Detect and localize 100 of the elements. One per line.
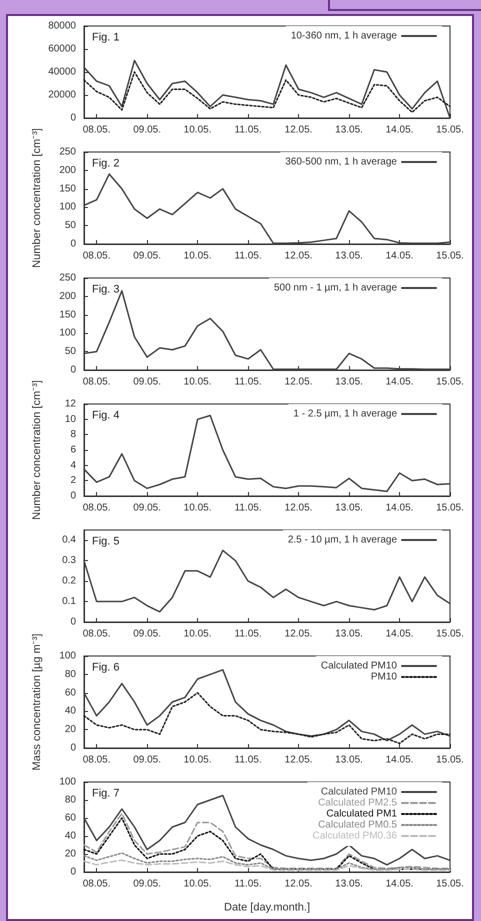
- x-tick-label: 08.05.: [82, 628, 111, 640]
- x-tick-label: 10.05.: [184, 250, 212, 262]
- x-tick-label: 08.05.: [82, 250, 111, 262]
- x-tick-label: 11.05.: [234, 376, 262, 388]
- x-tick-label: 09.05.: [133, 628, 162, 640]
- x-tick-label: 15.05.: [436, 878, 464, 890]
- x-tick-label: 13.05.: [335, 502, 363, 514]
- y-axis-title: Number concentration [cm⁻³]: [30, 128, 43, 268]
- x-tick-label: 11.05.: [234, 754, 262, 766]
- y-tick-label: 0: [70, 742, 76, 754]
- legend-label: Calculated PM10: [320, 786, 398, 798]
- text: Fig. 5: [92, 536, 120, 548]
- y-tick-label: 4: [70, 460, 76, 471]
- y-tick-label: 20: [64, 724, 76, 736]
- y-tick-label: 8: [70, 429, 76, 440]
- x-tick-label: 15.05.: [436, 502, 464, 514]
- legend-label: 500 nm - 1 µm, 1 h average: [274, 282, 398, 294]
- text: Fig. 4: [92, 410, 120, 422]
- y-tick-label: 40: [64, 706, 76, 717]
- x-tick-label: 08.05.: [82, 878, 111, 890]
- x-tick-label: 15.05.: [436, 124, 464, 136]
- chart-title: Fig. 1: [92, 32, 120, 44]
- y-tick-label: 200: [59, 290, 76, 302]
- x-tick-label: 10.05.: [184, 878, 212, 890]
- x-tick-label: 15.05.: [436, 376, 464, 388]
- y-tick-label: 0: [70, 238, 76, 250]
- x-tick-label: 13.05.: [335, 376, 363, 388]
- x-tick-label: 09.05.: [133, 124, 162, 136]
- legend-label: Calculated PM1: [326, 808, 398, 820]
- x-tick-label: 12.05.: [284, 878, 312, 890]
- x-tick-label: 13.05.: [335, 124, 363, 136]
- y-tick-label: 250: [59, 272, 76, 284]
- x-tick-label: 09.05.: [133, 754, 162, 766]
- y-tick-label: 40: [64, 830, 76, 842]
- legend-label: Calculated PM2.5: [318, 798, 398, 808]
- x-tick-label: 09.05.: [133, 502, 162, 514]
- x-tick-label: 10.05.: [184, 502, 212, 514]
- y-tick-label: 0.1: [62, 596, 76, 608]
- x-tick-label: 11.05.: [234, 878, 262, 890]
- text: Fig. 3: [92, 284, 120, 296]
- y-tick-label: 150: [59, 183, 76, 194]
- y-tick-label: 12: [64, 398, 76, 410]
- x-tick-label: 12.05.: [284, 250, 312, 262]
- y-tick-label: 80: [64, 794, 76, 806]
- text: Fig. 2: [92, 158, 120, 170]
- x-tick-label: 11.05.: [234, 250, 262, 262]
- y-tick-label: 50: [64, 220, 76, 232]
- x-tick-label: 11.05.: [234, 124, 262, 136]
- x-tick-label: 12.05.: [284, 502, 312, 514]
- y-tick-label: 6: [70, 444, 76, 456]
- line-series: [83, 550, 451, 613]
- y-tick-label: 40000: [48, 66, 76, 78]
- legend-label: 1 - 2.5 µm, 1 h average: [293, 408, 398, 420]
- x-tick-label: 13.05.: [335, 628, 363, 640]
- x-tick-label: 14.05.: [386, 502, 414, 514]
- x-tick-label: 11.05.: [234, 628, 262, 640]
- y-axis-title: Mass concentration [µg m⁻³]: [30, 634, 43, 770]
- legend-label: 360-500 nm, 1 h average: [285, 156, 398, 168]
- x-tick-label: 08.05.: [82, 124, 111, 136]
- y-tick-label: 200: [59, 164, 76, 176]
- x-tick-label: 12.05.: [284, 124, 312, 136]
- x-tick-label: 08.05.: [82, 754, 111, 766]
- x-tick-label: 10.05.: [184, 754, 212, 766]
- y-tick-label: 0: [70, 490, 76, 502]
- x-tick-label: 14.05.: [386, 628, 414, 640]
- x-tick-label: 15.05.: [436, 628, 464, 640]
- x-tick-label: 09.05.: [133, 878, 162, 890]
- y-tick-label: 0: [70, 866, 76, 878]
- x-tick-label: 10.05.: [184, 628, 212, 640]
- y-tick-label: 10: [64, 414, 76, 425]
- x-tick-label: 14.05.: [386, 124, 414, 136]
- x-tick-label: 08.05.: [82, 502, 111, 514]
- text: Fig. 6: [92, 662, 120, 674]
- y-tick-label: 100: [59, 328, 76, 339]
- x-tick-label: 12.05.: [284, 628, 312, 640]
- chart-title: Fig. 7: [92, 788, 120, 800]
- y-tick-label: 60000: [48, 44, 76, 54]
- x-tick-label: 08.05.: [82, 376, 111, 388]
- y-tick-label: 80000: [48, 20, 76, 32]
- x-tick-label: 13.05.: [335, 754, 363, 766]
- x-tick-label: 10.05.: [184, 124, 212, 136]
- y-tick-label: 100: [59, 650, 76, 662]
- y-tick-label: 150: [59, 309, 76, 320]
- x-axis-title: Date [day.month.]: [224, 902, 310, 914]
- legend-label: Calculated PM0.36: [312, 830, 398, 842]
- x-tick-label: 13.05.: [335, 878, 363, 890]
- line-series: [83, 71, 451, 113]
- y-tick-label: 50: [64, 346, 76, 358]
- x-tick-label: 10.05.: [184, 376, 212, 388]
- legend-label: PM10: [370, 672, 398, 682]
- line-series: [83, 852, 451, 870]
- y-axis-title: Number concentration [cm⁻³]: [30, 380, 43, 520]
- x-tick-label: 09.05.: [133, 250, 162, 262]
- y-tick-label: 0.3: [62, 555, 76, 566]
- legend-label: 2.5 - 10 µm, 1 h average: [288, 534, 398, 546]
- y-tick-label: 250: [59, 146, 76, 158]
- y-tick-label: 20: [64, 848, 76, 860]
- y-tick-label: 0: [70, 616, 76, 628]
- legend-label: Calculated PM0.5: [318, 820, 398, 830]
- x-tick-label: 12.05.: [284, 376, 312, 388]
